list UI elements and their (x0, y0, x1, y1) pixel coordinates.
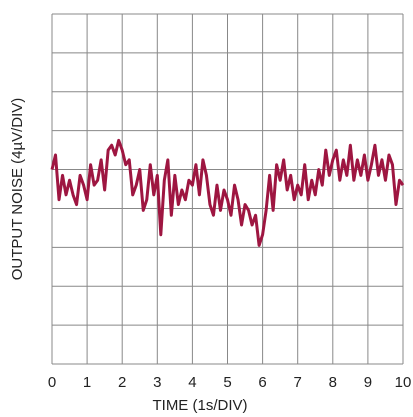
y-axis-label: OUTPUT NOISE (4µV/DIV) (9, 98, 26, 281)
x-tick-label: 1 (83, 374, 91, 391)
x-tick-label: 5 (223, 374, 231, 391)
x-tick-label: 9 (364, 374, 372, 391)
x-tick-label: 10 (395, 374, 412, 391)
noise-line (50, 138, 405, 247)
x-tick-label: 7 (294, 374, 302, 391)
x-axis-label: TIME (1s/DIV) (152, 397, 247, 414)
x-tick-label: 4 (188, 374, 196, 391)
x-tick-label: 8 (329, 374, 337, 391)
x-tick-label: 0 (48, 374, 56, 391)
x-tick-label: 2 (118, 374, 126, 391)
x-tick-label: 6 (258, 374, 266, 391)
x-tick-label: 3 (153, 374, 161, 391)
